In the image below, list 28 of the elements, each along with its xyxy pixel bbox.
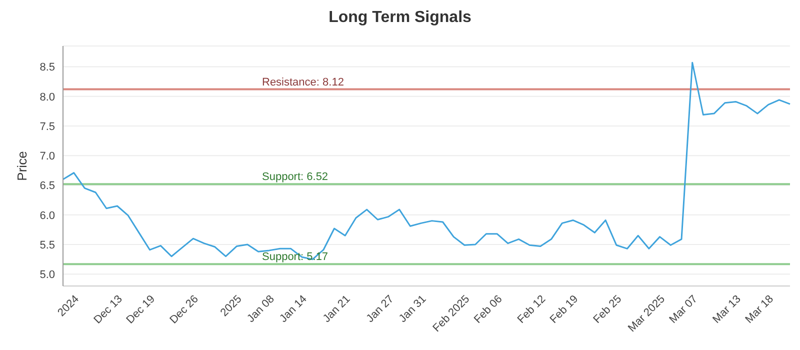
line-series <box>62 62 791 260</box>
x-tick-label: Feb 12 <box>515 293 548 326</box>
x-tick-label: Mar 18 <box>743 293 776 326</box>
x-tick-label: Mar 07 <box>667 293 700 326</box>
y-tick-label: 7.5 <box>40 120 55 133</box>
x-tick-label: Dec 19 <box>124 293 158 326</box>
x-tick-label: Jan 08 <box>244 293 277 325</box>
x-tick-label: Jan 21 <box>320 293 353 325</box>
y-tick-label: 5.5 <box>40 239 55 252</box>
y-tick-label: 5.0 <box>40 269 55 282</box>
y-tick-label: 7.0 <box>40 150 55 163</box>
x-tick-label: Dec 13 <box>92 293 125 326</box>
x-tick-label: Jan 31 <box>396 293 429 325</box>
y-tick-label: 8.5 <box>40 62 55 74</box>
y-tick-label: 6.0 <box>40 210 55 222</box>
x-tick-label: Feb 06 <box>472 293 505 326</box>
y-tick-label: 6.5 <box>40 180 55 192</box>
y-axis-title: Price <box>14 151 30 181</box>
ref-line-label: Resistance: 8.12 <box>262 76 344 88</box>
ref-line-label: Support: 6.52 <box>262 171 328 184</box>
y-tick-label: 8.0 <box>40 91 55 104</box>
x-tick-label: Feb 25 <box>591 293 624 326</box>
x-tick-label: Jan 27 <box>364 293 396 325</box>
chart-title: Long Term Signals <box>328 8 472 28</box>
x-tick-label: Jan 14 <box>278 293 310 325</box>
x-tick-label: Feb 19 <box>548 293 581 326</box>
x-tick-label: Dec 26 <box>168 293 201 326</box>
x-tick-label: Mar 13 <box>710 293 744 326</box>
